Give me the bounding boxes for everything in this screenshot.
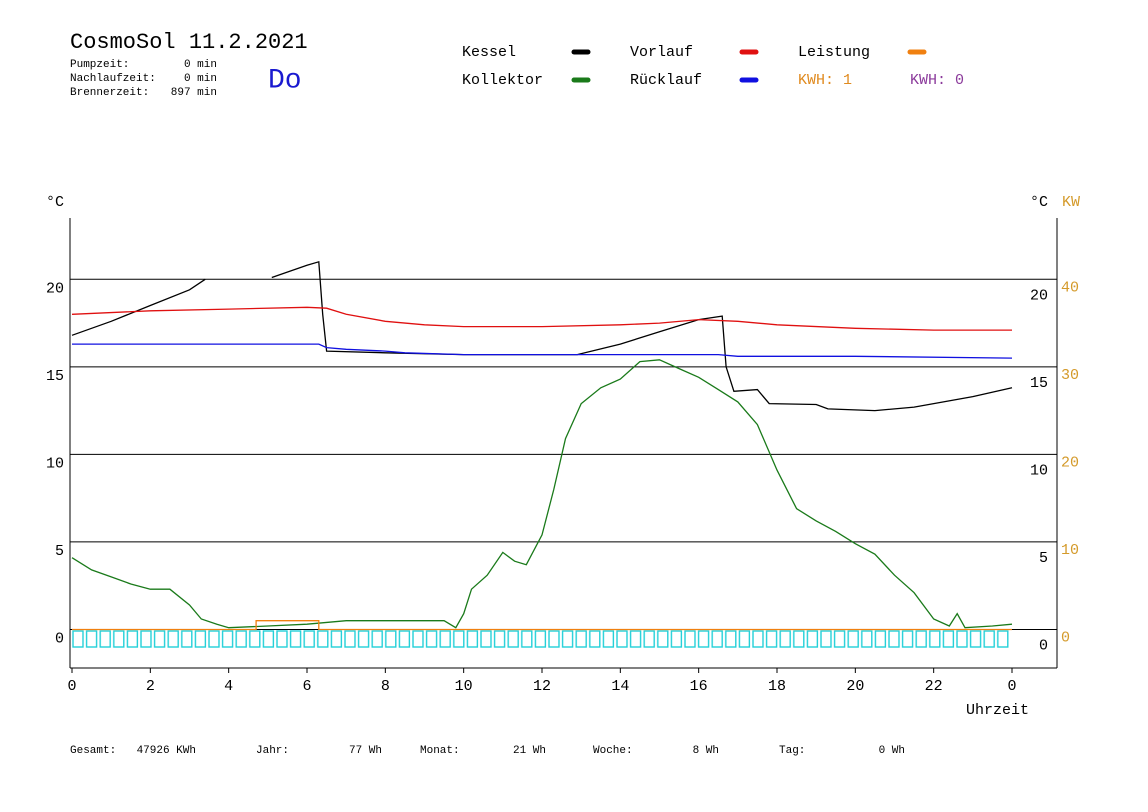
stat-value: 0 min	[184, 73, 217, 85]
stat-label: Brennerzeit:	[70, 87, 149, 99]
y2-unit-label: KW	[1062, 194, 1080, 211]
total-value: 21 Wh	[513, 745, 546, 757]
total-label: Monat:	[420, 745, 460, 757]
total-value: 0 Wh	[879, 745, 905, 757]
y-tick-label-right: 10	[1030, 462, 1048, 479]
stat-label: Nachlaufzeit:	[70, 73, 156, 85]
y2-tick-label: 40	[1061, 279, 1079, 296]
total-value: 47926 KWh	[137, 745, 196, 757]
y-tick-label: 5	[55, 543, 64, 560]
stat-value: 897 min	[171, 87, 217, 99]
x-tick-label: 22	[925, 678, 943, 695]
y-tick-label: 15	[46, 368, 64, 385]
x-tick-label: 20	[846, 678, 864, 695]
series-line	[72, 620, 1012, 631]
status-boxes	[72, 630, 1010, 648]
x-tick-label: 18	[768, 678, 786, 695]
y-tick-label-right: 20	[1030, 287, 1048, 304]
x-tick-label: 14	[611, 678, 629, 695]
y-tick-label-right: 0	[1039, 637, 1048, 654]
y-tick-label: 0	[55, 630, 64, 647]
y-tick-label: 20	[46, 280, 64, 297]
y-tick-label: 10	[46, 455, 64, 472]
legend-label: Kessel	[462, 44, 516, 61]
x-axis-label: Uhrzeit	[966, 702, 1029, 719]
y-axis-label: °C	[46, 194, 64, 211]
x-tick-label: 16	[690, 678, 708, 695]
x-tick-label: 8	[381, 678, 390, 695]
total-label: Tag:	[779, 745, 805, 757]
total-label: Jahr:	[256, 745, 289, 757]
y2-tick-label: 0	[1061, 629, 1070, 646]
series-line	[71, 260, 1013, 412]
stat-label: Pumpzeit:	[70, 59, 129, 71]
y-tick-label-right: 5	[1039, 550, 1048, 567]
y2-tick-label: 10	[1061, 542, 1079, 559]
total-label: Woche:	[593, 745, 633, 757]
legend-label: Rücklauf	[630, 72, 702, 89]
series-line	[71, 306, 1012, 331]
series-line	[72, 343, 1013, 359]
x-tick-label: 4	[224, 678, 233, 695]
y2-tick-label: 30	[1061, 367, 1079, 384]
kwh-label: KWH: 0	[910, 72, 964, 89]
x-tick-label: 12	[533, 678, 551, 695]
legend-label: Vorlauf	[630, 44, 693, 61]
chart-title: CosmoSol 11.2.2021	[70, 30, 308, 55]
legend-label: Leistung	[798, 44, 870, 61]
x-tick-label: 0	[1007, 678, 1016, 695]
y-tick-label-right: 15	[1030, 375, 1048, 392]
x-tick-label: 0	[67, 678, 76, 695]
x-tick-label: 2	[146, 678, 155, 695]
x-tick-label: 10	[455, 678, 473, 695]
total-value: 77 Wh	[349, 745, 382, 757]
kwh-label: KWH: 1	[798, 72, 852, 89]
legend-label: Kollektor	[462, 72, 543, 89]
total-value: 8 Wh	[693, 745, 719, 757]
x-tick-label: 6	[302, 678, 311, 695]
y2-tick-label: 20	[1061, 454, 1079, 471]
stat-value: 0 min	[184, 59, 217, 71]
y2-axis-label: °C	[1030, 194, 1048, 211]
weekday: Do	[268, 65, 302, 96]
series-line	[71, 359, 1013, 629]
total-label: Gesamt:	[70, 745, 116, 757]
